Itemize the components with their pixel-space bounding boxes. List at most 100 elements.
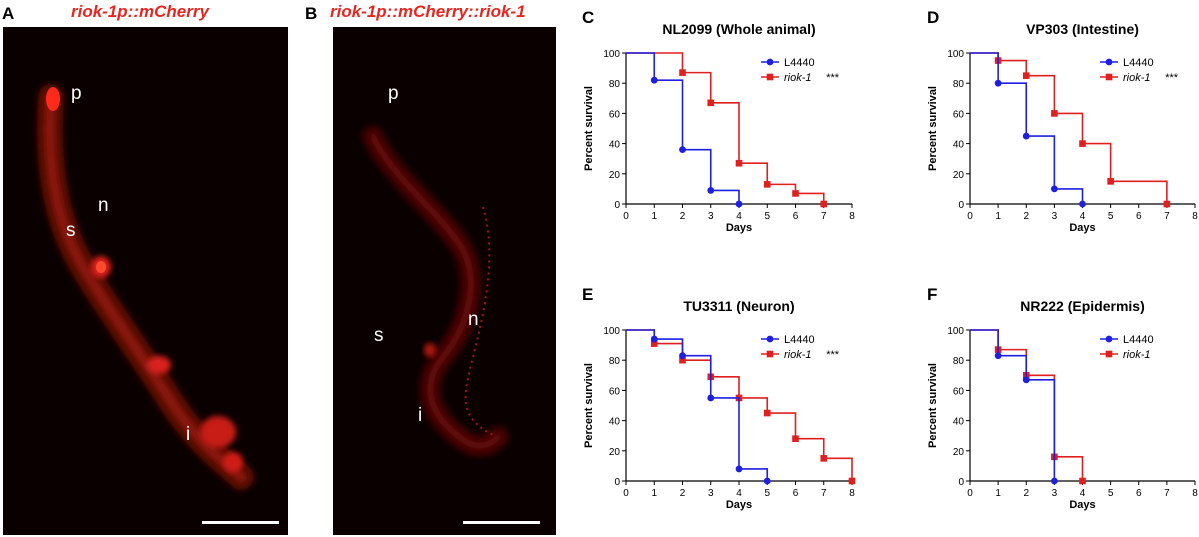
- legend-label-l4440: L4440: [784, 334, 815, 346]
- y-tick-label: 20: [609, 447, 621, 458]
- data-point-l4440: [650, 335, 658, 343]
- x-tick-label: 4: [1080, 488, 1086, 499]
- x-tick-label: 7: [1164, 488, 1170, 499]
- data-point-l4440: [679, 146, 686, 154]
- legend-marker: [1105, 73, 1113, 81]
- x-tick-label: 8: [849, 488, 855, 499]
- scale-bar-b: [463, 521, 540, 524]
- data-point-riok-1: [650, 340, 658, 347]
- x-tick-label: 2: [680, 211, 686, 222]
- legend-significance: ***: [1165, 72, 1179, 84]
- legend-marker: [766, 335, 774, 343]
- x-tick-label: 7: [821, 488, 827, 499]
- data-point-riok-1: [1079, 140, 1086, 147]
- data-point-l4440: [1050, 185, 1058, 193]
- legend-marker: [766, 350, 774, 358]
- legend-label-riok-1: riok-1: [784, 72, 812, 84]
- y-tick-label: 80: [953, 356, 965, 367]
- micrograph-a-label-i: i: [186, 424, 191, 445]
- y-tick-label: 20: [953, 447, 965, 458]
- y-tick-label: 60: [609, 109, 621, 120]
- data-point-l4440: [735, 465, 743, 473]
- data-point-riok-1: [763, 181, 771, 188]
- legend-label-riok-1: riok-1: [784, 349, 812, 361]
- panel-letter-e: E: [582, 285, 593, 304]
- x-tick-label: 4: [736, 488, 742, 499]
- x-tick-label: 0: [623, 488, 629, 499]
- y-tick-label: 40: [953, 417, 965, 428]
- legend-marker: [1105, 58, 1113, 66]
- y-tick-label: 0: [958, 200, 964, 211]
- chart-d: D VP303 (Intestine) 0 20 40 60 80 100 0 1 2 3 4 5 6 7 8 D…: [927, 8, 1198, 234]
- data-point-riok-1: [1022, 72, 1030, 79]
- legend-marker: [766, 58, 774, 66]
- x-tick-label: 3: [1052, 211, 1058, 222]
- data-point-riok-1: [1163, 200, 1171, 208]
- panel-letter-c: C: [582, 8, 594, 27]
- x-tick-label: 8: [1192, 488, 1198, 499]
- worm-a-image: [36, 84, 254, 490]
- data-point-riok-1: [820, 200, 828, 208]
- chart-c: C NL2099 (Whole animal) 0 20 40 60 80 100 0 1 2 3 4 5…: [582, 8, 855, 234]
- x-axis-label: Days: [1069, 499, 1095, 511]
- data-point-l4440: [735, 200, 743, 208]
- data-point-riok-1: [679, 356, 686, 364]
- y-axis-label: Percent survival: [927, 86, 939, 171]
- data-point-riok-1: [848, 477, 856, 485]
- y-tick-label: 80: [609, 79, 621, 90]
- micrograph-a-label-s: s: [66, 220, 76, 241]
- x-tick-label: 5: [1108, 211, 1114, 222]
- legend-marker: [766, 73, 774, 81]
- y-tick-label: 100: [947, 326, 964, 337]
- x-axis-label: Days: [726, 222, 752, 234]
- y-tick-label: 40: [609, 417, 621, 428]
- micrograph-b: p s n i: [333, 27, 556, 535]
- x-tick-label: 6: [1136, 211, 1142, 222]
- data-point-l4440: [1050, 477, 1058, 485]
- data-point-l4440: [679, 352, 686, 360]
- chart-title: TU3311 (Neuron): [683, 298, 794, 314]
- micrograph-a-title: riok-1p::mCherry: [71, 2, 209, 21]
- legend-marker: [1105, 335, 1113, 343]
- data-point-riok-1: [679, 69, 686, 76]
- y-tick-label: 40: [953, 140, 965, 151]
- micrograph-a-label-n: n: [98, 195, 109, 216]
- x-tick-label: 3: [1052, 488, 1058, 499]
- legend-label-l4440: L4440: [1123, 334, 1154, 346]
- worm-b-image: [362, 126, 509, 457]
- panel-letter-d: D: [927, 8, 939, 27]
- y-tick-label: 100: [603, 49, 620, 60]
- x-tick-label: 1: [651, 488, 657, 499]
- data-point-l4440: [707, 187, 715, 194]
- chart-title: NR222 (Epidermis): [1020, 298, 1144, 314]
- x-tick-label: 6: [1136, 488, 1142, 499]
- chart-title: NL2099 (Whole animal): [662, 21, 815, 37]
- data-point-l4440: [994, 79, 1002, 87]
- x-tick-label: 5: [1108, 488, 1114, 499]
- y-tick-label: 0: [958, 477, 964, 488]
- x-tick-label: 4: [1080, 211, 1086, 222]
- micrograph-b-label-i: i: [418, 405, 423, 426]
- panel-letter-b: B: [305, 4, 318, 23]
- x-tick-label: 4: [736, 211, 742, 222]
- x-tick-label: 6: [793, 211, 799, 222]
- x-tick-label: 2: [1023, 488, 1029, 499]
- y-tick-label: 80: [953, 79, 965, 90]
- legend-label-riok-1: riok-1: [1123, 72, 1151, 84]
- data-point-l4440: [994, 352, 1002, 360]
- chart-f: F NR222 (Epidermis) 0 20 40 60 80 100 0 1 2 3 4 5 6 7 8 D…: [927, 285, 1198, 511]
- x-tick-label: 0: [967, 488, 973, 499]
- data-point-l4440: [763, 477, 771, 485]
- x-tick-label: 1: [651, 211, 657, 222]
- data-point-l4440: [1079, 200, 1086, 208]
- x-tick-label: 3: [708, 211, 714, 222]
- x-tick-label: 5: [764, 488, 770, 499]
- y-axis-label: Percent survival: [583, 86, 595, 171]
- data-point-riok-1: [1079, 477, 1086, 485]
- chart-e: E TU3311 (Neuron) 0 20 40 60 80 100 0 1 2 3 4 5 6 7 8 Day…: [582, 285, 856, 511]
- micrograph-b-title: riok-1p::mCherry::riok-1: [330, 2, 526, 21]
- data-point-riok-1: [735, 159, 743, 167]
- data-point-riok-1: [792, 435, 799, 443]
- legend-label-l4440: L4440: [1123, 57, 1154, 69]
- y-tick-label: 60: [609, 386, 621, 397]
